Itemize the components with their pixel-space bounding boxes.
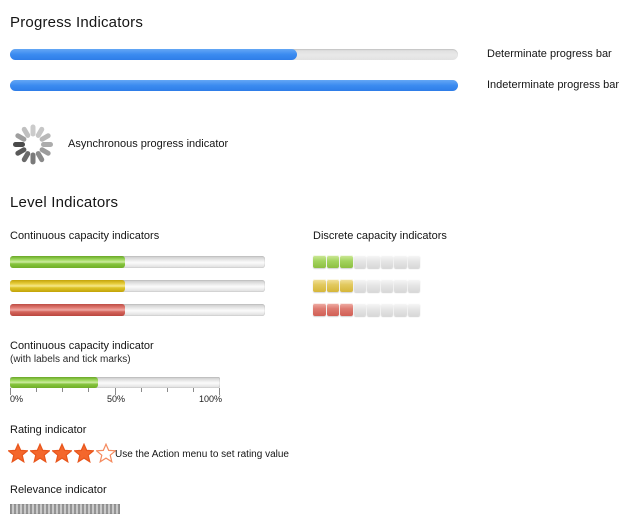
segment-filled bbox=[340, 255, 353, 268]
segment-empty bbox=[394, 279, 407, 292]
capacity-fill bbox=[10, 304, 125, 316]
tick-mark bbox=[219, 388, 220, 395]
indeterminate-progress-label: Indeterminate progress bar bbox=[487, 79, 620, 91]
segment-empty bbox=[407, 279, 420, 292]
star-empty-icon[interactable] bbox=[96, 443, 116, 463]
tick-marks bbox=[10, 388, 220, 395]
star-filled-icon[interactable] bbox=[8, 443, 28, 463]
segment-empty bbox=[380, 303, 393, 316]
labeled-capacity-title: Continuous capacity indicator bbox=[10, 340, 154, 352]
segment-filled bbox=[313, 255, 326, 268]
spinner-spoke bbox=[13, 141, 25, 147]
segment-filled bbox=[326, 255, 339, 268]
relevance-indicator-label: Relevance indicator bbox=[10, 484, 107, 496]
capacity-bar-green bbox=[10, 256, 265, 268]
segment-filled bbox=[326, 303, 339, 316]
tick-mark bbox=[88, 388, 89, 392]
continuous-capacity-label: Continuous capacity indicators bbox=[10, 230, 160, 242]
async-spinner-icon bbox=[11, 122, 55, 166]
segment-empty bbox=[407, 303, 420, 316]
determinate-progress-fill bbox=[10, 49, 297, 60]
segment-empty bbox=[353, 303, 366, 316]
segment-empty bbox=[367, 279, 380, 292]
indeterminate-progress-bar bbox=[10, 80, 458, 91]
discrete-bar-yellow bbox=[313, 279, 420, 292]
labeled-capacity-fill bbox=[10, 377, 99, 388]
segment-filled bbox=[340, 279, 353, 292]
determinate-progress-label: Determinate progress bar bbox=[487, 48, 612, 60]
tick-mark bbox=[167, 388, 168, 392]
tick-mark bbox=[62, 388, 63, 392]
segment-empty bbox=[407, 255, 420, 268]
segment-empty bbox=[353, 255, 366, 268]
star-filled-icon[interactable] bbox=[52, 443, 72, 463]
segment-filled bbox=[313, 279, 326, 292]
segment-empty bbox=[380, 279, 393, 292]
tick-mark bbox=[36, 388, 37, 392]
segment-filled bbox=[340, 303, 353, 316]
discrete-capacity-bars bbox=[313, 255, 420, 327]
labeled-capacity-bar bbox=[10, 377, 220, 388]
rating-caption: Use the Action menu to set rating value bbox=[115, 449, 289, 460]
tick-labels: 0% 50% 100% bbox=[10, 394, 222, 406]
relevance-bar bbox=[10, 504, 120, 514]
tick-mark bbox=[10, 388, 11, 395]
segment-empty bbox=[394, 303, 407, 316]
star-filled-icon[interactable] bbox=[30, 443, 50, 463]
tick-mark bbox=[141, 388, 142, 392]
capacity-fill bbox=[10, 280, 125, 292]
tick-mark bbox=[115, 388, 116, 395]
labeled-capacity-subtitle: (with labels and tick marks) bbox=[10, 354, 131, 365]
rating-indicator-label: Rating indicator bbox=[10, 424, 87, 436]
progress-section-title: Progress Indicators bbox=[10, 14, 144, 31]
segment-filled bbox=[313, 303, 326, 316]
tick-label-0: 0% bbox=[10, 394, 24, 404]
segment-filled bbox=[326, 279, 339, 292]
level-section-title: Level Indicators bbox=[10, 194, 119, 211]
determinate-progress-bar bbox=[10, 49, 458, 60]
rating-stars[interactable] bbox=[8, 443, 116, 463]
discrete-capacity-label: Discrete capacity indicators bbox=[313, 230, 447, 242]
segment-empty bbox=[367, 255, 380, 268]
tick-mark bbox=[193, 388, 194, 392]
discrete-bar-green bbox=[313, 255, 420, 268]
continuous-capacity-bars bbox=[10, 256, 265, 328]
segment-empty bbox=[353, 279, 366, 292]
tick-label-50: 50% bbox=[106, 394, 126, 404]
async-spinner-label: Asynchronous progress indicator bbox=[68, 138, 229, 150]
segment-empty bbox=[367, 303, 380, 316]
capacity-bar-red bbox=[10, 304, 265, 316]
star-filled-icon[interactable] bbox=[74, 443, 94, 463]
capacity-fill bbox=[10, 256, 125, 268]
capacity-bar-yellow bbox=[10, 280, 265, 292]
spinner-spoke bbox=[41, 141, 53, 147]
indeterminate-progress-fill bbox=[10, 80, 458, 91]
tick-label-100: 100% bbox=[198, 394, 222, 404]
segment-empty bbox=[394, 255, 407, 268]
segment-empty bbox=[380, 255, 393, 268]
spinner-spoke bbox=[30, 152, 36, 164]
discrete-bar-red bbox=[313, 303, 420, 316]
